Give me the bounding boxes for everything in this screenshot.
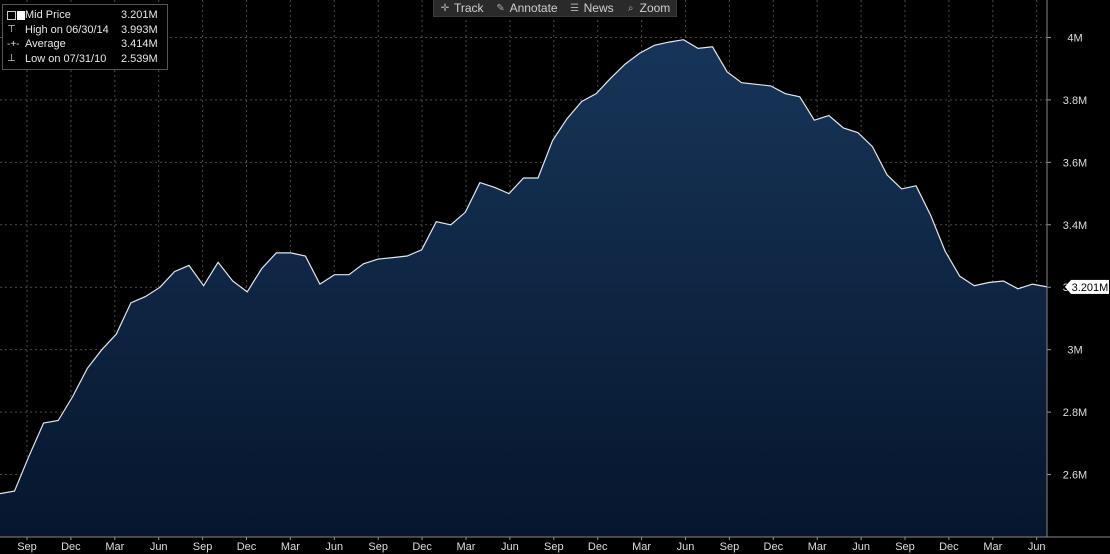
- legend-row: -+- Average 3.414M: [7, 37, 165, 51]
- magnifier-icon: ⌕: [627, 2, 634, 14]
- legend-value: 3.993M: [121, 23, 158, 36]
- toolbar-news-button[interactable]: ☰ News: [564, 0, 620, 16]
- pencil-icon: ✎: [496, 2, 505, 14]
- toolbar-label: Zoom: [639, 1, 671, 15]
- high-marker-icon: ⊤: [7, 24, 16, 35]
- legend-value: 3.201M: [121, 9, 158, 21]
- legend-label: Mid Price: [25, 9, 71, 21]
- x-tick-label: Sep: [193, 541, 213, 553]
- x-tick-label: Sep: [544, 541, 564, 553]
- news-icon: ☰: [570, 2, 580, 14]
- x-tick-label: Jun: [325, 541, 343, 553]
- x-tick-label: Dec: [588, 541, 608, 553]
- last-value-pointer: [1065, 279, 1071, 294]
- series-line: [0, 39, 1048, 495]
- legend-label: High on 06/30/14: [25, 23, 109, 36]
- y-tick-label: 4M: [1067, 32, 1082, 44]
- toolbar-zoom-button[interactable]: ⌕ Zoom: [620, 0, 677, 16]
- x-tick-label: Mar: [808, 541, 827, 553]
- toolbar-label: Track: [454, 1, 484, 15]
- x-tick-label: Mar: [105, 541, 124, 553]
- x-tick-label: Jun: [677, 541, 695, 553]
- toolbar-annotate-button[interactable]: ✎ Annotate: [490, 0, 564, 16]
- toolbar-label: News: [583, 1, 614, 15]
- x-tick-label: Dec: [764, 541, 784, 553]
- x-tick-label: Sep: [17, 541, 37, 553]
- toolbar-track-button[interactable]: ✛ Track: [434, 0, 490, 16]
- area-fill: [0, 39, 1047, 537]
- legend-box: Mid Price 3.201M ⊤ High on 06/30/14 3.993M -+…: [2, 4, 168, 70]
- x-tick-label: Sep: [368, 541, 388, 553]
- y-tick-label: 2.6M: [1063, 470, 1087, 482]
- x-tick-label: Jun: [501, 541, 519, 553]
- x-tick-label: Mar: [983, 541, 1002, 553]
- legend-row: Mid Price 3.201M: [7, 8, 165, 22]
- legend-label: Average: [25, 38, 66, 50]
- x-tick-label: Dec: [237, 541, 257, 553]
- area-series: [0, 39, 1048, 537]
- y-tick-label: 2.8M: [1063, 407, 1087, 419]
- last-value-tag: [1071, 279, 1109, 294]
- x-tick-label: Jun: [852, 541, 870, 553]
- x-tick-label: Dec: [939, 541, 959, 553]
- legend-value: 2.539M: [121, 52, 158, 65]
- average-marker-icon: -+-: [7, 38, 20, 50]
- chart-toolbar: ✛ Track ✎ Annotate ☰ News ⌕ Zoom: [433, 0, 678, 17]
- x-axis: Sep Dec Mar Jun Sep Dec Mar Jun Sep Dec Mar Jun Sep D…: [0, 536, 1110, 553]
- x-tick-label: Jun: [150, 541, 168, 553]
- x-tick-label: Mar: [281, 541, 300, 553]
- y-tick-label: 3M: [1067, 345, 1082, 357]
- legend-value: 3.414M: [121, 38, 158, 50]
- last-value-label: 3.201M: [1072, 282, 1109, 294]
- x-tick-label: Jun: [1028, 541, 1046, 553]
- toolbar-label: Annotate: [509, 1, 558, 15]
- y-tick-label: 3.8M: [1063, 95, 1087, 107]
- low-marker-icon: ⊥: [7, 53, 16, 64]
- series-swatch-icon: [7, 10, 25, 20]
- legend-row: ⊥ Low on 07/31/10 2.539M: [7, 52, 165, 66]
- legend-label: Low on 07/31/10: [25, 52, 107, 65]
- crosshair-icon: ✛: [440, 2, 450, 14]
- x-tick-label: Sep: [720, 541, 740, 553]
- y-tick-label: 3.4M: [1063, 220, 1087, 232]
- legend-row: ⊤ High on 06/30/14 3.993M: [7, 23, 165, 37]
- y-tick-label: 3.6M: [1063, 157, 1087, 169]
- x-tick-label: Sep: [895, 541, 915, 553]
- x-tick-label: Dec: [412, 541, 432, 553]
- x-tick-label: Mar: [632, 541, 651, 553]
- x-tick-label: Mar: [457, 541, 476, 553]
- x-tick-label: Dec: [61, 541, 81, 553]
